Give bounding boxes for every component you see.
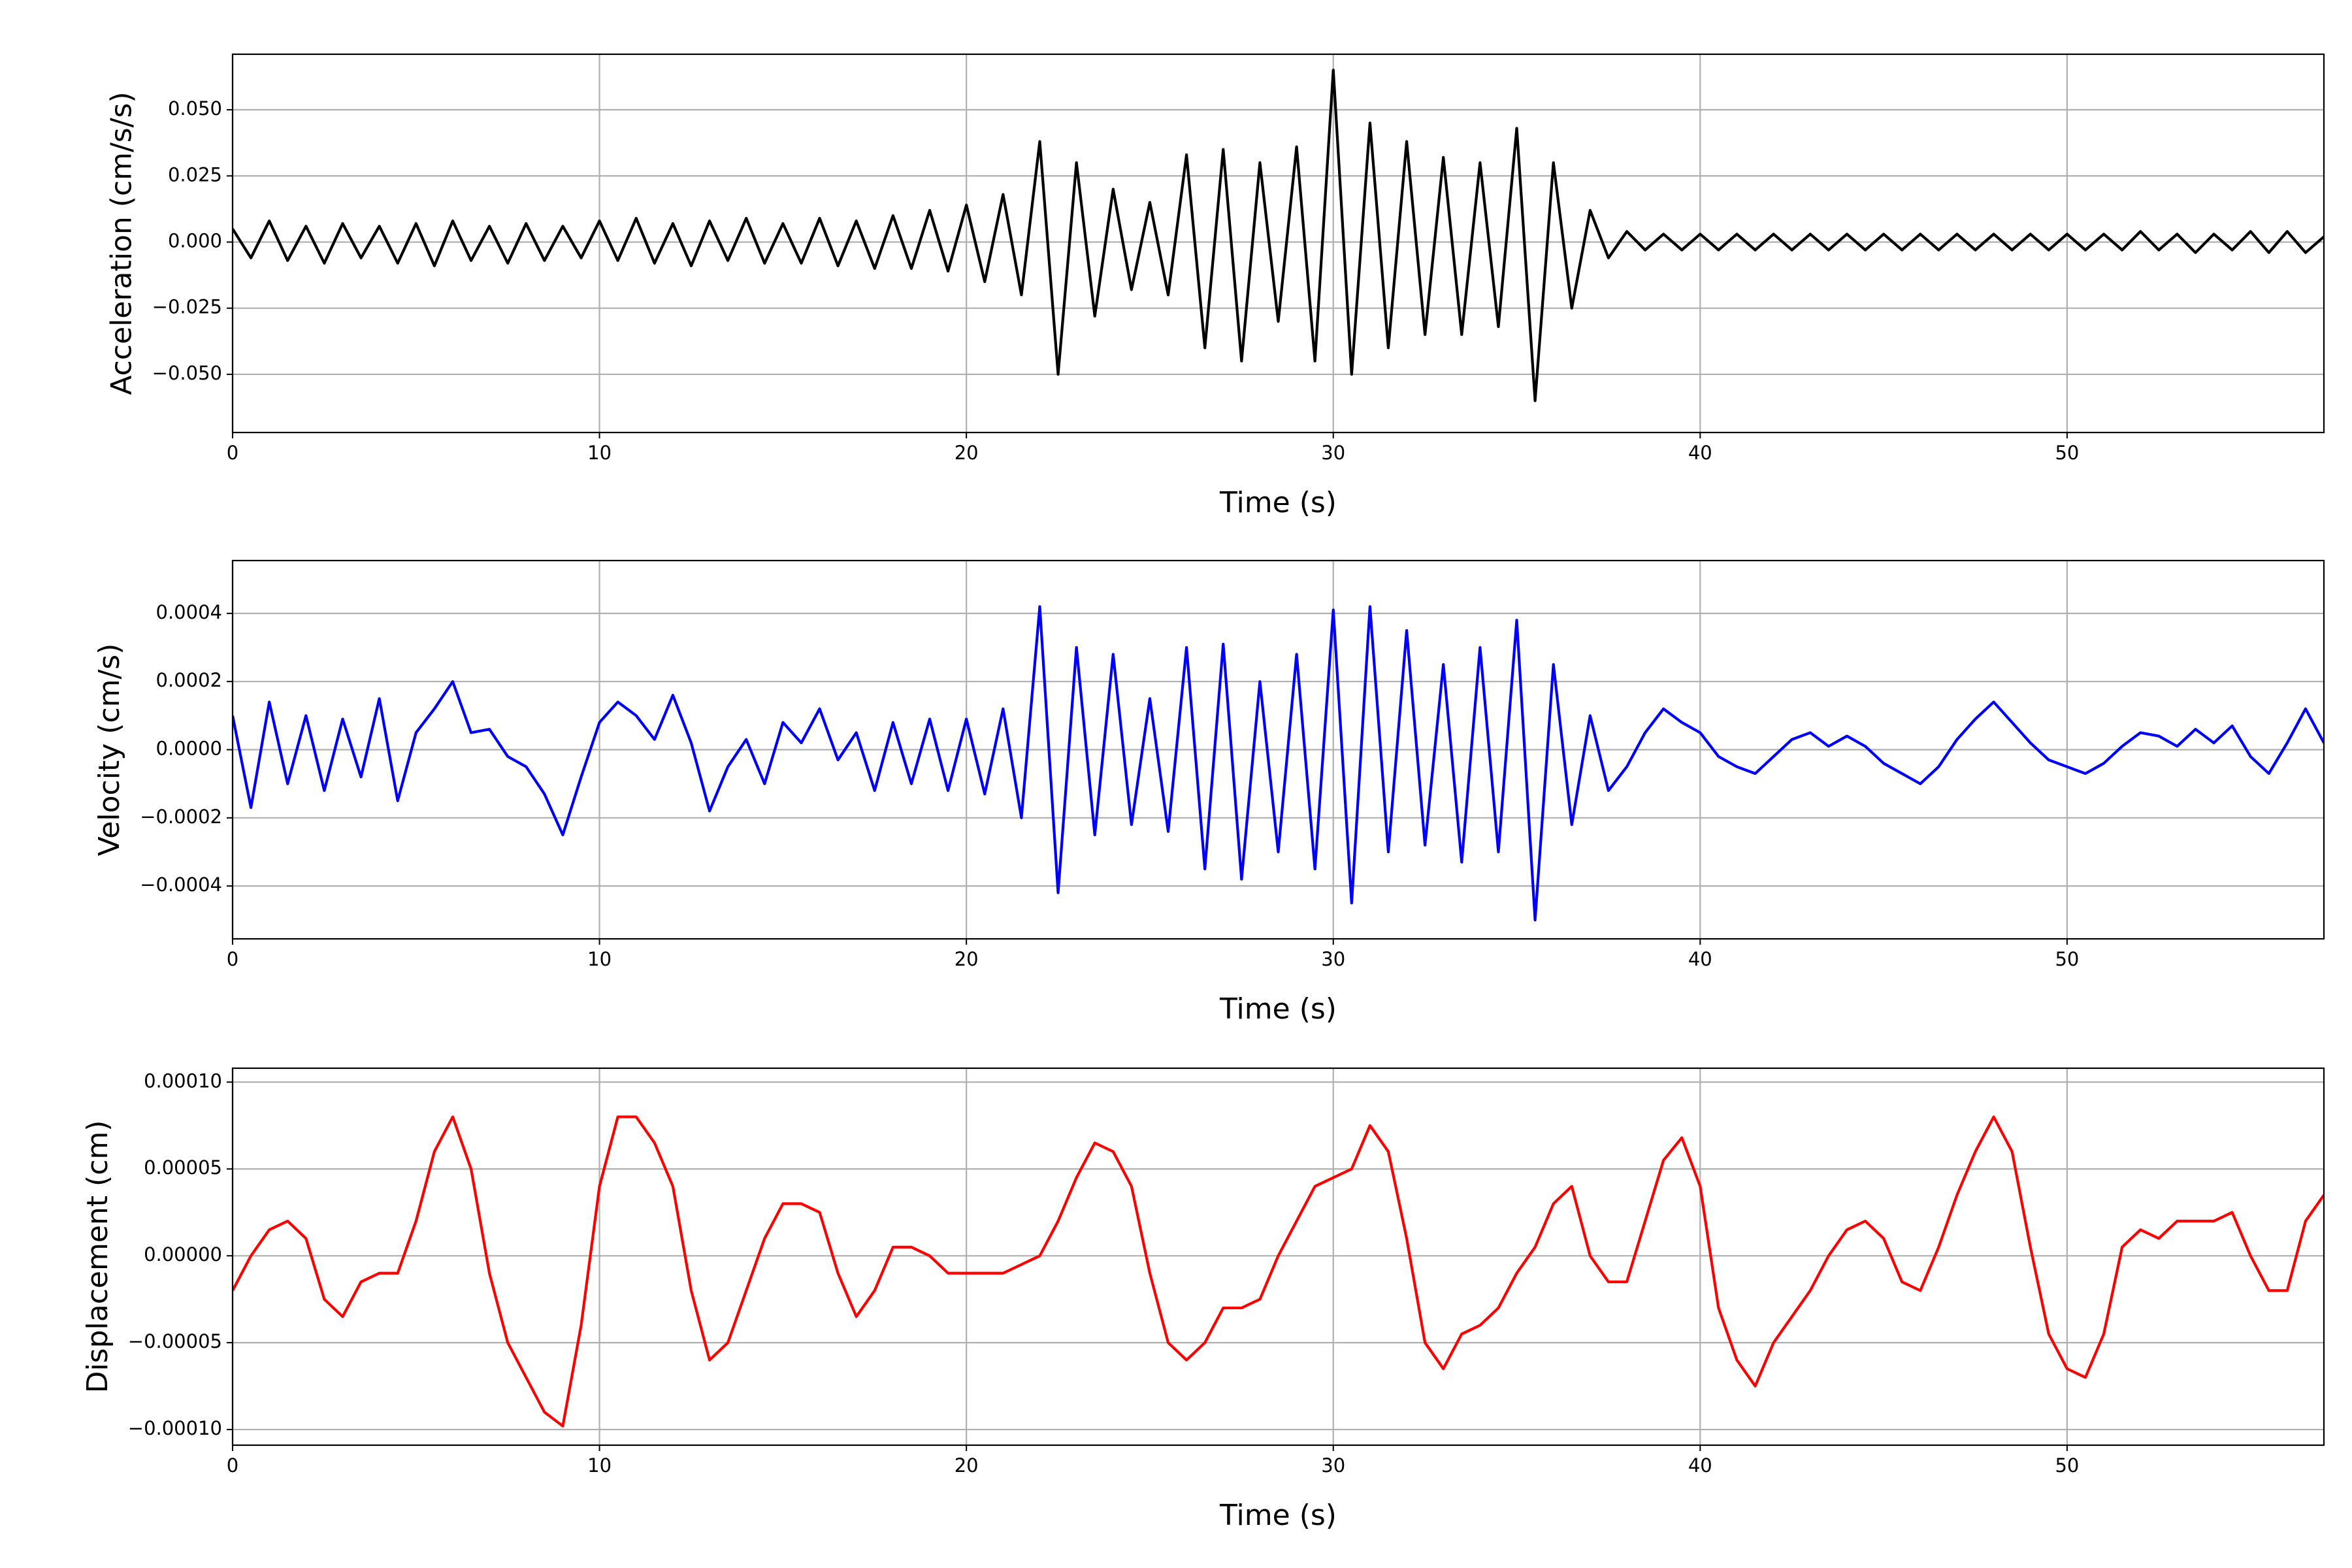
x-tick-label: 50 (2055, 948, 2079, 970)
y-tick-label: 0.00005 (144, 1156, 222, 1179)
x-tick-label: 10 (587, 1454, 612, 1477)
subplot: 0 10 20 30 40 50 −0.00010 −0.00005 0.00000 0.0000… (81, 1067, 2325, 1532)
x-tick-label: 20 (955, 948, 979, 970)
y-tick-label: 0.0002 (156, 669, 222, 691)
data-line (233, 1115, 2324, 1428)
x-axis-label: Time (s) (1219, 992, 1337, 1026)
y-axis-label: Velocity (cm/s) (93, 644, 126, 857)
axes-frame (231, 559, 2325, 940)
plot-area (233, 1115, 2324, 1428)
y-axis-label: Acceleration (cm/s/s) (105, 91, 139, 395)
data-line (233, 69, 2324, 402)
x-axis-label: Time (s) (1219, 486, 1337, 519)
y-tick-label: −0.0004 (140, 874, 222, 896)
x-tick-label: 40 (1688, 948, 1712, 970)
y-tick-label: 0.050 (168, 97, 222, 120)
axes-frame (231, 53, 2325, 434)
x-tick-label: 40 (1688, 442, 1712, 464)
plot-area (233, 69, 2324, 402)
x-tick-label: 0 (227, 948, 238, 970)
x-axis-label: Time (s) (1219, 1499, 1337, 1532)
x-tick-label: 10 (587, 442, 612, 464)
data-line (233, 605, 2324, 922)
y-tick-label: −0.0002 (140, 806, 222, 828)
y-axis-label: Displacement (cm) (81, 1120, 114, 1394)
y-tick-label: 0.00000 (144, 1243, 222, 1266)
subplot: 0 10 20 30 40 50 −0.0004 −0.0002 0.0000 0.0002 0.0… (93, 559, 2325, 1026)
y-tick-label: 0.025 (168, 163, 222, 186)
y-tick-label: 0.0000 (156, 738, 222, 760)
y-tick-label: −0.025 (152, 296, 222, 318)
plot-area (233, 605, 2324, 922)
x-tick-label: 50 (2055, 442, 2079, 464)
x-tick-label: 20 (955, 1454, 979, 1477)
x-tick-label: 0 (227, 442, 238, 464)
x-tick-label: 20 (955, 442, 979, 464)
x-tick-label: 10 (587, 948, 612, 970)
x-tick-label: 50 (2055, 1454, 2079, 1477)
y-tick-label: −0.050 (152, 362, 222, 384)
y-tick-label: 0.000 (168, 229, 222, 252)
x-tick-label: 30 (1321, 442, 1345, 464)
x-tick-label: 30 (1321, 1454, 1345, 1477)
x-tick-label: 40 (1688, 1454, 1712, 1477)
x-tick-label: 30 (1321, 948, 1345, 970)
axes-frame (231, 1067, 2325, 1446)
x-tick-label: 0 (227, 1454, 238, 1477)
y-tick-label: −0.00005 (128, 1330, 222, 1352)
y-tick-label: −0.00010 (128, 1417, 222, 1439)
y-tick-label: 0.00010 (144, 1070, 222, 1092)
subplot: 0 10 20 30 40 50 −0.050 −0.025 0.000 0.025 0.050 Ti… (105, 53, 2325, 519)
y-tick-label: 0.0004 (156, 601, 222, 623)
